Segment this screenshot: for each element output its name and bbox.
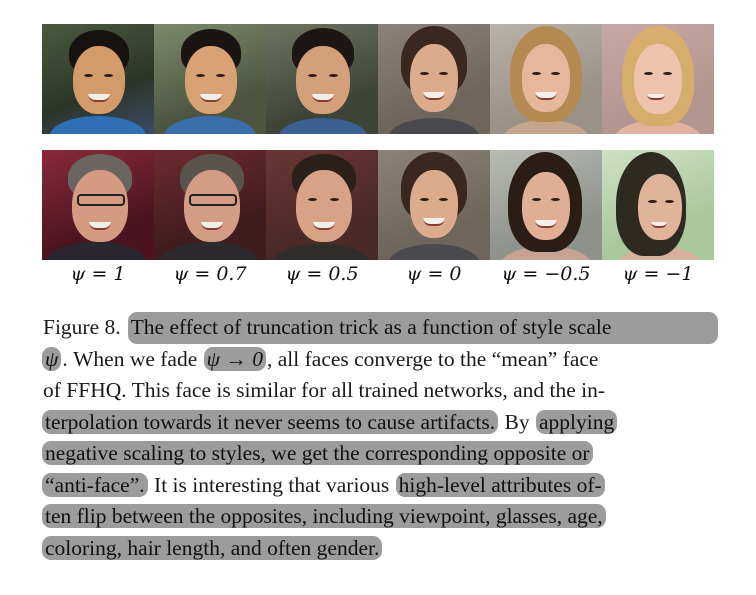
face-row-1 <box>42 24 716 134</box>
face-woman-mean-face-icon <box>378 24 490 134</box>
highlighted-text[interactable]: negative scaling to styles, we get the c… <box>42 441 593 465</box>
caption-line-3: of FFHQ. This face is similar for all tr… <box>42 375 718 407</box>
highlighted-text[interactable]: ψ → 0 <box>203 346 266 371</box>
psi-labels: ψ = 1 ψ = 0.7 ψ = 0.5 ψ = 0 ψ = −0.5 ψ =… <box>42 263 716 285</box>
face-row-2 <box>42 150 716 260</box>
face-woman-blonde-icon <box>602 24 714 134</box>
highlighted-text[interactable]: The effect of truncation trick as a func… <box>127 312 718 344</box>
face-man-dark-hair-icon <box>266 150 378 260</box>
caption-text: By <box>504 409 530 434</box>
psi-label: ψ = 0.5 <box>285 263 359 285</box>
face-woman-dark-hair-icon <box>490 150 602 260</box>
highlighted-text[interactable]: ψ <box>42 346 62 371</box>
face-man-glasses-grey-hair-icon <box>42 150 154 260</box>
face-woman-dark-hair-profile-icon <box>602 150 714 260</box>
figure-caption: Figure 8. The effect of truncation trick… <box>42 312 718 564</box>
caption-text: It is interesting that various <box>154 472 390 497</box>
face-man-glasses-grey-hair-icon <box>154 150 266 260</box>
highlighted-text[interactable]: applying <box>536 409 618 434</box>
face-man-smiling-blue-shirt-icon <box>42 24 154 134</box>
caption-line-4: terpolation towards it never seems to ca… <box>42 407 718 439</box>
highlighted-text[interactable]: terpolation towards it never seems to ca… <box>42 409 499 434</box>
face-woman-blonde-icon <box>490 24 602 134</box>
caption-line-8: coloring, hair length, and often gender. <box>42 533 718 565</box>
psi-label: ψ = 1 <box>70 263 126 285</box>
caption-text: of FFHQ. This face is similar for all tr… <box>43 378 606 402</box>
psi-label: ψ = 0.7 <box>173 263 247 285</box>
psi-label: ψ = −1 <box>622 263 694 285</box>
caption-line-2: ψ. When we fade ψ → 0, all faces converg… <box>42 344 718 376</box>
highlighted-text[interactable]: “anti-face”. <box>42 472 148 497</box>
face-woman-mean-face-icon <box>378 150 490 260</box>
caption-text: , all faces converge to the “mean” face <box>267 346 599 371</box>
highlighted-text[interactable]: ten flip between the opposites, includin… <box>42 504 606 528</box>
caption-line-6: “anti-face”. It is interesting that vari… <box>42 470 718 502</box>
caption-text: . When we fade <box>62 346 198 371</box>
caption-line-5: negative scaling to styles, we get the c… <box>42 438 718 470</box>
highlighted-text[interactable]: high-level attributes of- <box>395 472 605 497</box>
face-man-smiling-blue-shirt-icon <box>154 24 266 134</box>
caption-line-1: Figure 8. The effect of truncation trick… <box>42 312 718 344</box>
highlighted-text[interactable]: coloring, hair length, and often gender. <box>42 535 383 560</box>
caption-line-7: ten flip between the opposites, includin… <box>42 501 718 533</box>
figure-number: Figure 8. <box>43 315 121 339</box>
psi-label: ψ = 0 <box>406 263 462 285</box>
face-man-smiling-blue-shirt-icon <box>266 24 378 134</box>
psi-label: ψ = −0.5 <box>501 263 591 285</box>
